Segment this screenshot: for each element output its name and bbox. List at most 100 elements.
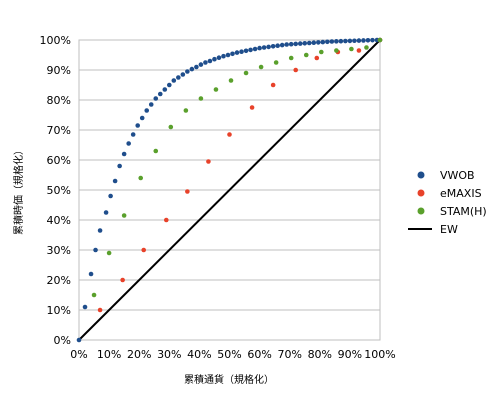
data-point-vwob xyxy=(315,40,321,45)
data-point-vwob xyxy=(297,41,303,46)
data-point-stam-h xyxy=(319,49,324,55)
data-point-vwob xyxy=(117,163,122,169)
data-point-stam-h xyxy=(183,108,189,113)
data-point-stam-h xyxy=(243,70,249,76)
data-point-vwob xyxy=(248,47,253,53)
data-point-vwob xyxy=(266,44,271,50)
y-tick-label: 80% xyxy=(47,94,71,107)
legend-dot-marker xyxy=(417,171,425,179)
data-point-emaxis xyxy=(120,277,125,283)
x-axis-title: 累積通貨（規格化） xyxy=(184,373,274,386)
x-tick-label: 40% xyxy=(187,348,211,361)
data-point-stam-h xyxy=(273,60,279,65)
y-tick-label: 20% xyxy=(47,274,71,287)
data-point-stam-h xyxy=(349,46,354,52)
x-tick-label: 10% xyxy=(97,348,121,361)
data-point-vwob xyxy=(212,56,217,62)
data-point-stam-h xyxy=(91,292,97,298)
data-point-vwob xyxy=(302,41,308,46)
data-point-vwob xyxy=(167,82,172,88)
data-point-vwob xyxy=(216,55,222,60)
y-tick-label: 100% xyxy=(40,34,71,47)
data-point-vwob xyxy=(284,42,289,47)
data-point-emaxis xyxy=(185,189,190,194)
data-point-emaxis xyxy=(293,67,299,73)
y-tick-label: 30% xyxy=(47,244,71,257)
data-point-stam-h xyxy=(106,250,112,256)
y-tick-label: 90% xyxy=(47,64,71,77)
x-tick-label: 60% xyxy=(247,348,271,361)
plot-area: 0% 10% 20% 30% 40% 50% 60% 70% 80% 90% 100% 0%10%2… xyxy=(40,34,396,361)
data-point-vwob xyxy=(320,39,326,45)
data-point-vwob xyxy=(189,66,195,72)
data-point-vwob xyxy=(203,60,208,65)
data-point-stam-h xyxy=(258,64,264,70)
data-point-stam-h xyxy=(138,175,144,181)
data-point-vwob xyxy=(275,43,280,48)
data-point-vwob xyxy=(221,53,226,59)
y-tick-label: 60% xyxy=(47,154,71,167)
data-point-stam-h xyxy=(364,45,369,50)
data-point-vwob xyxy=(153,96,159,101)
data-point-emaxis xyxy=(206,159,211,164)
y-axis-title: 累積時価（規格化） xyxy=(12,145,25,235)
data-point-vwob xyxy=(234,50,240,55)
data-point-vwob xyxy=(121,151,127,157)
data-point-stam-h xyxy=(334,48,339,53)
data-point-vwob xyxy=(162,87,168,92)
data-point-stam-h xyxy=(198,96,204,101)
legend-item-emaxis: eMAXIS xyxy=(417,187,482,200)
data-point-vwob xyxy=(329,39,335,44)
data-point-vwob xyxy=(130,132,136,137)
data-point-stam-h xyxy=(288,55,294,61)
data-point-vwob xyxy=(148,102,154,107)
data-point-vwob xyxy=(176,75,181,80)
data-point-vwob xyxy=(230,51,235,57)
data-point-vwob xyxy=(288,41,294,47)
legend-item-vwob: VWOB xyxy=(417,169,475,182)
data-point-stam-h xyxy=(153,148,159,154)
data-point-vwob xyxy=(356,38,362,43)
x-axis-ticks: 0% 10% 20% 30% 40% 50% 60% 70% 80% 90% 100% xyxy=(70,348,395,361)
data-point-vwob xyxy=(82,304,88,310)
legend-label: EW xyxy=(440,223,458,236)
x-tick-label: 90% xyxy=(338,348,362,361)
data-point-emaxis xyxy=(141,247,147,253)
data-point-vwob xyxy=(365,38,371,43)
data-point-vwob xyxy=(144,108,150,113)
data-point-vwob xyxy=(126,141,131,146)
data-point-vwob xyxy=(257,45,262,51)
data-point-emaxis xyxy=(314,55,320,61)
data-point-vwob xyxy=(135,123,140,128)
data-point-vwob xyxy=(171,78,177,83)
y-axis-ticks: 0% 10% 20% 30% 40% 50% 60% 70% 80% 90% 100% xyxy=(40,34,71,347)
legend-item-stam-h: STAM(H) xyxy=(417,205,487,218)
data-point-emaxis xyxy=(227,132,232,137)
x-tick-label: 30% xyxy=(157,348,181,361)
data-point-vwob xyxy=(293,41,299,47)
legend-dot-marker xyxy=(417,207,425,215)
data-point-vwob xyxy=(311,40,317,45)
data-point-vwob xyxy=(334,39,339,44)
data-point-vwob xyxy=(139,115,145,121)
data-point-vwob xyxy=(252,46,258,52)
x-tick-label: 50% xyxy=(217,348,241,361)
data-point-emaxis xyxy=(356,48,362,53)
data-point-vwob xyxy=(157,91,163,97)
data-point-vwob xyxy=(207,58,213,64)
legend-dot-marker xyxy=(417,189,425,197)
data-point-vwob xyxy=(194,64,199,70)
data-point-vwob xyxy=(243,48,249,54)
data-point-emaxis xyxy=(163,217,169,223)
x-tick-label: 80% xyxy=(308,348,332,361)
data-point-vwob xyxy=(93,247,98,253)
data-point-vwob xyxy=(76,337,82,343)
legend-label: eMAXIS xyxy=(440,187,482,200)
legend-label: VWOB xyxy=(440,169,475,182)
x-tick-label: 20% xyxy=(127,348,151,361)
data-point-vwob xyxy=(97,228,103,233)
data-point-vwob xyxy=(270,44,276,49)
data-point-stam-h xyxy=(168,124,174,130)
x-tick-label: 70% xyxy=(277,348,301,361)
